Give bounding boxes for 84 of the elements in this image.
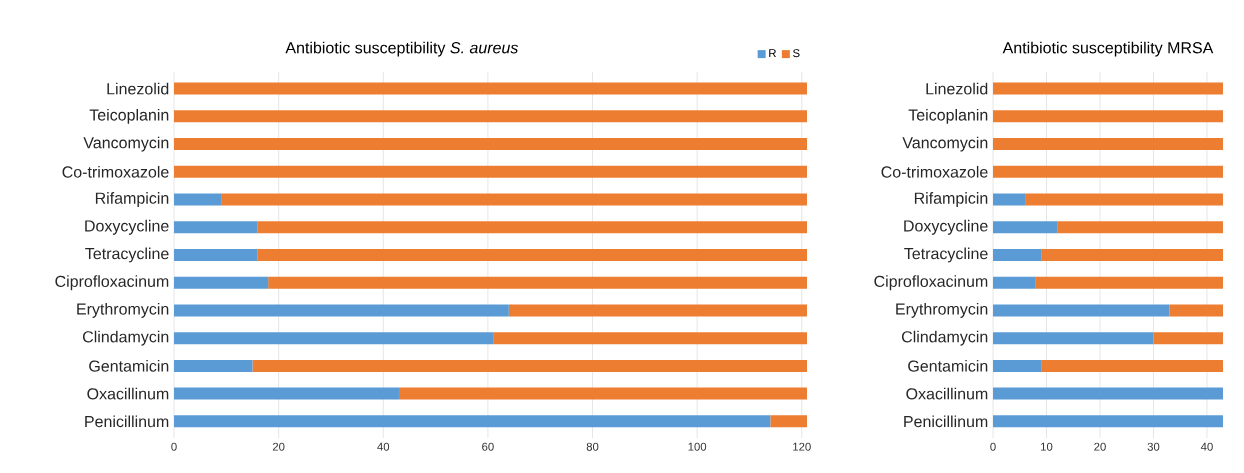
y-tick-label: Erythromycin: [896, 302, 988, 318]
bar: [993, 415, 1223, 428]
y-tick-label: Tetracycline: [85, 247, 169, 263]
y-tick-label: Oxacillinum: [906, 387, 988, 400]
bar: [493, 332, 807, 345]
x-tick-label: 0: [990, 442, 996, 451]
y-tick-label: Penicillinum: [85, 415, 169, 428]
x-tick-label: 20: [272, 442, 285, 451]
bar: [174, 165, 807, 178]
x-tick-label: 100: [688, 442, 707, 451]
bar: [1035, 276, 1223, 289]
y-tick-label: Doxycycline: [904, 219, 988, 235]
bar: [1057, 221, 1223, 234]
y-tick-label: Rifampicin: [95, 192, 169, 207]
y-tick-label: Gentamicin: [89, 360, 169, 372]
x-tick-label: 20: [1094, 442, 1106, 451]
y-tick-label: Linezolid: [107, 82, 169, 95]
bar: [508, 304, 807, 317]
bar: [1153, 332, 1223, 345]
bar: [993, 359, 1042, 372]
bar: [174, 304, 509, 317]
bar: [174, 248, 258, 261]
bar: [174, 221, 258, 234]
legend-label: S: [793, 49, 800, 58]
bar: [993, 193, 1026, 206]
bar: [257, 248, 807, 261]
y-tick-label: Erythromycin: [77, 302, 169, 318]
y-tick-label: Ciprofloxacinum: [874, 275, 988, 291]
x-tick-label: 40: [377, 442, 390, 451]
y-tick-label: Clindamycin: [901, 330, 988, 346]
y-tick-label: Rifampicin: [914, 192, 988, 207]
x-tick-label: 80: [586, 442, 599, 451]
bar: [993, 165, 1223, 178]
y-tick-label: Co-trimoxazole: [881, 165, 988, 178]
bar: [1041, 359, 1223, 372]
y-tick-label: Tetracycline: [904, 247, 988, 263]
bar: [1025, 193, 1223, 206]
y-tick-label: Co-trimoxazole: [62, 165, 169, 178]
bar: [993, 276, 1036, 289]
bar: [993, 221, 1058, 234]
bar: [993, 304, 1170, 317]
bar: [174, 415, 771, 428]
y-tick-label: Gentamicin: [908, 360, 988, 372]
x-tick-label: 30: [1147, 442, 1160, 451]
bar: [252, 359, 807, 372]
y-tick-label: Linezolid: [926, 82, 988, 95]
y-tick-label: Penicillinum: [904, 415, 988, 428]
y-tick-label: Vancomycin: [902, 136, 988, 152]
x-tick-label: 0: [171, 442, 177, 451]
x-tick-label: 60: [482, 442, 494, 451]
y-tick-label: Ciprofloxacinum: [55, 275, 169, 291]
bar: [174, 82, 807, 95]
bar: [993, 387, 1223, 400]
bar: [174, 110, 807, 123]
x-tick-label: 40: [1200, 442, 1213, 451]
legend-label: R: [769, 49, 776, 58]
y-tick-label: Oxacillinum: [87, 387, 169, 400]
bar: [993, 332, 1154, 345]
bar: [993, 138, 1223, 151]
bar: [770, 415, 807, 428]
y-tick-label: Teicoplanin: [89, 108, 169, 124]
bar: [993, 82, 1223, 95]
bar: [174, 138, 807, 151]
bar: [1041, 248, 1223, 261]
bar: [993, 248, 1042, 261]
bar: [174, 387, 399, 400]
bar: [174, 193, 222, 206]
bar: [993, 110, 1223, 123]
chart-title: Antibiotic susceptibility MRSA: [1002, 41, 1214, 57]
bar: [174, 359, 253, 372]
y-tick-label: Doxycycline: [85, 219, 169, 235]
y-tick-label: Clindamycin: [82, 330, 169, 346]
bar: [257, 221, 807, 234]
chart-title: Antibiotic susceptibility S. aureus: [285, 41, 519, 57]
bar: [1169, 304, 1223, 317]
x-tick-label: 120: [793, 442, 811, 451]
bar: [221, 193, 807, 206]
y-tick-label: Vancomycin: [83, 136, 169, 152]
bar: [174, 276, 269, 289]
bar: [268, 276, 807, 289]
bar: [398, 387, 807, 400]
y-tick-label: Teicoplanin: [908, 108, 988, 124]
x-tick-label: 10: [1041, 442, 1053, 451]
bar: [174, 332, 494, 345]
